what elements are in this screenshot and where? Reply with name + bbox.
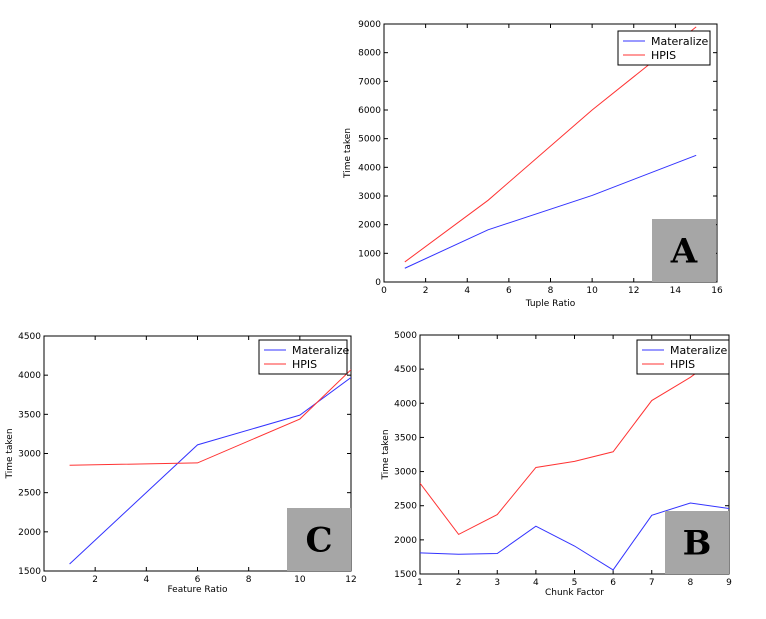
panel-b-chart: 1 2 3 4 5 6 7 8 9 1500 2000 2500 3000 3500 4000 4500 500… <box>381 331 732 598</box>
panel-b-x-tick-label: 5 <box>572 578 578 588</box>
panel-a-legend-box <box>617 30 711 66</box>
panel-b-legend-label-hpis: HPIS <box>670 358 695 371</box>
panel-c-x-tick-label: 8 <box>246 575 252 585</box>
panel-a-x-tick-label: 6 <box>506 286 512 296</box>
panel-b-x-tick-label: 4 <box>533 578 539 588</box>
panel-c-y-tick-label: 2000 <box>18 528 41 538</box>
panel-c-legend-label-hpis: HPIS <box>292 358 317 371</box>
panel-b-x-tick-label: 7 <box>649 578 655 588</box>
panel-a-legend-label-hpis: HPIS <box>651 49 676 62</box>
panel-a-x-tick-label: 16 <box>711 286 723 296</box>
panel-b-legend-label-materalize: Materalize <box>670 344 727 357</box>
panel-b-y-tick-label: 2000 <box>394 536 417 546</box>
panel-a-y-tick-label: 9000 <box>358 20 381 30</box>
panel-b-y-tick-label: 4000 <box>394 399 417 409</box>
panel-c-chart: 0 2 4 6 8 10 12 1500 2000 2500 3000 3500 4000 4500 C Ma… <box>5 332 357 595</box>
panel-b-y-tick-label: 5000 <box>394 331 417 341</box>
panel-b-x-tick-label: 2 <box>456 578 462 588</box>
panel-c-y-tick-label: 2500 <box>18 489 41 499</box>
panel-c-y-tick-label: 4000 <box>18 371 41 381</box>
panel-b-letter-box <box>665 511 729 574</box>
panel-a-x-tick-label: 10 <box>586 286 598 296</box>
panel-c-series-hpis-line <box>69 369 351 466</box>
panel-b-series-materalize-line <box>420 502 729 571</box>
panel-c-legend-label-materalize: Materalize <box>292 344 349 357</box>
panel-c-x-tick-label: 4 <box>143 575 149 585</box>
panel-c-x-tick-label: 10 <box>294 575 306 585</box>
panel-b-x-tick-label: 9 <box>726 578 732 588</box>
panel-c-letter-box <box>287 508 351 571</box>
panel-b-series-hpis-line <box>420 348 729 536</box>
panel-c-x-tick-label: 6 <box>195 575 201 585</box>
panel-b-x-tick-label: 8 <box>688 578 694 588</box>
panel-a-x-axis-label: Tuple Ratio <box>525 299 576 309</box>
panel-a-series-hpis-line <box>404 26 697 263</box>
panel-a-x-tick-label: 0 <box>381 286 387 296</box>
panel-a-x-tick-label: 8 <box>548 286 554 296</box>
panel-b-x-tick-label: 1 <box>417 578 423 588</box>
panel-a-x-tick-label: 12 <box>628 286 639 296</box>
panel-c-x-tick-label: 12 <box>345 575 356 585</box>
panel-a-y-tick-label: 1000 <box>358 249 381 259</box>
panel-b-x-axis-label: Chunk Factor <box>545 588 604 598</box>
panel-c-y-tick-label: 3000 <box>18 450 41 460</box>
panel-c-legend-box <box>258 339 348 375</box>
panel-a-y-tick-label: 7000 <box>358 77 381 87</box>
panel-a-x-tick-label: 14 <box>670 286 682 296</box>
panel-a-y-tick-label: 6000 <box>358 106 381 116</box>
panel-a-y-tick-label: 2000 <box>358 221 381 231</box>
panel-a-y-tick-label: 0 <box>375 278 381 288</box>
panel-a-chart: 0 2 4 6 8 10 12 14 16 0 1000 2000 3000 4000 5000 6000 70… <box>343 20 723 309</box>
panel-b-x-tick-label: 6 <box>610 578 616 588</box>
panel-a-letter-box <box>652 219 716 282</box>
panel-a-y-axis-label: Time taken <box>343 128 353 179</box>
panel-c-letter: C <box>305 521 332 561</box>
panel-c-y-tick-label: 4500 <box>18 332 41 342</box>
panel-c-x-axis-label: Feature Ratio <box>168 585 228 595</box>
panel-a-letter: A <box>670 232 698 272</box>
panel-b-y-tick-label: 3500 <box>394 433 417 443</box>
panel-a-x-tick-label: 2 <box>423 286 429 296</box>
panel-a-x-tick-label: 4 <box>464 286 470 296</box>
panel-c-y-tick-label: 3500 <box>18 410 41 420</box>
panel-a-y-tick-label: 4000 <box>358 163 381 173</box>
panel-b-letter: B <box>683 524 712 564</box>
panel-b-legend-box <box>636 339 730 375</box>
panel-c-series-materalize-line <box>69 377 351 565</box>
panel-b-x-tick-label: 3 <box>494 578 500 588</box>
panel-a-y-tick-label: 8000 <box>358 49 381 59</box>
panel-b-y-tick-label: 3000 <box>394 468 417 478</box>
panel-b-y-tick-label: 1500 <box>394 570 417 580</box>
panel-a-y-tick-label: 5000 <box>358 135 381 145</box>
panel-c-x-tick-label: 0 <box>41 575 47 585</box>
panel-a-y-tick-label: 3000 <box>358 192 381 202</box>
panel-c-y-axis-label: Time taken <box>5 428 15 479</box>
panel-a-series-materalize-line <box>404 154 697 269</box>
panel-b-y-axis-label: Time taken <box>381 429 391 480</box>
panel-b-y-tick-label: 4500 <box>394 365 417 375</box>
panel-c-x-tick-label: 2 <box>92 575 98 585</box>
panel-c-y-tick-label: 1500 <box>18 567 41 577</box>
panel-a-legend-label-materalize: Materalize <box>651 35 708 48</box>
panel-b-y-tick-label: 2500 <box>394 502 417 512</box>
